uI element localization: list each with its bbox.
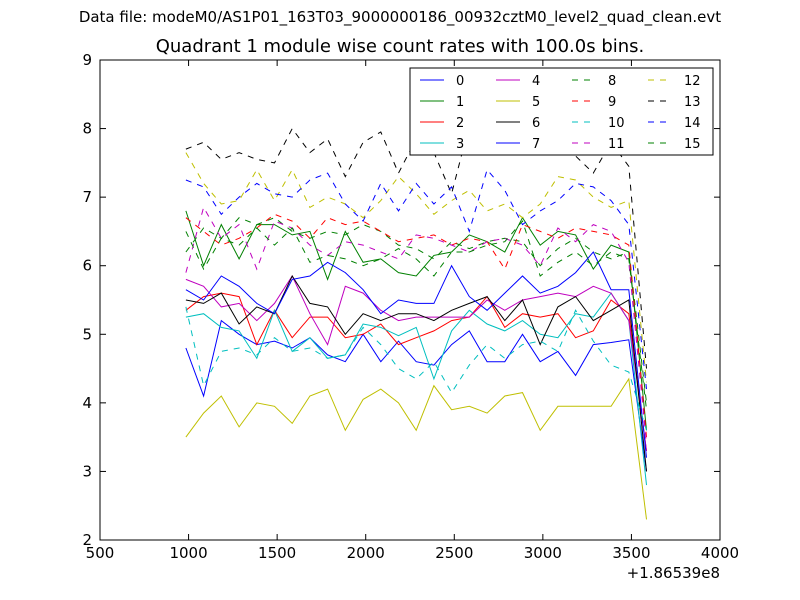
series-line-1 xyxy=(185,210,647,431)
y-tick-label: 7 xyxy=(82,188,92,206)
x-tick-label: 4000 xyxy=(701,544,739,562)
x-tick-label: 500 xyxy=(86,544,115,562)
chart-title: Quadrant 1 module wise count rates with … xyxy=(155,36,645,57)
legend-label-10: 10 xyxy=(608,116,625,131)
series-line-5 xyxy=(185,377,647,520)
legend-label-13: 13 xyxy=(684,95,701,110)
series-line-9 xyxy=(185,213,647,438)
legend-label-8: 8 xyxy=(608,74,616,89)
legend-label-15: 15 xyxy=(684,137,701,152)
legend-label-7: 7 xyxy=(532,137,540,152)
x-tick-label: 3000 xyxy=(524,544,562,562)
series-line-6 xyxy=(185,274,647,472)
legend-label-9: 9 xyxy=(608,95,616,110)
series-line-7 xyxy=(185,251,647,458)
y-tick-label: 8 xyxy=(82,120,92,138)
figure-suptitle: Data file: modeM0/AS1P01_163T03_90000001… xyxy=(78,8,722,26)
x-tick-label: 2000 xyxy=(347,544,385,562)
series-line-14 xyxy=(185,168,647,390)
series-line-8 xyxy=(185,217,647,403)
series-line-11 xyxy=(185,206,647,445)
legend-label-11: 11 xyxy=(608,137,625,152)
legend-label-14: 14 xyxy=(684,116,701,131)
series-line-13 xyxy=(185,123,647,369)
series-line-12 xyxy=(185,152,647,383)
x-tick-label: 1000 xyxy=(169,544,207,562)
y-tick-label: 5 xyxy=(82,325,92,343)
series-line-3 xyxy=(185,292,647,486)
legend-label-1: 1 xyxy=(456,95,464,110)
legend-label-12: 12 xyxy=(684,74,701,89)
y-tick-label: 6 xyxy=(82,257,92,275)
series-line-15 xyxy=(185,220,647,410)
legend-label-2: 2 xyxy=(456,116,464,131)
legend-label-5: 5 xyxy=(532,95,540,110)
legend-box xyxy=(409,67,714,156)
legend-label-0: 0 xyxy=(456,74,464,89)
legend-label-3: 3 xyxy=(456,137,464,152)
y-tick-label: 4 xyxy=(82,394,92,412)
x-tick-label: 3500 xyxy=(612,544,650,562)
legend-label-6: 6 xyxy=(532,116,540,131)
series-line-4 xyxy=(185,274,647,451)
series-line-2 xyxy=(185,292,647,451)
x-tick-label: 2500 xyxy=(435,544,473,562)
x-axis: 500 1000 1500 2000 2500 3000 3500 4000 xyxy=(86,60,739,562)
y-tick-label: 3 xyxy=(82,462,92,480)
series-line-10 xyxy=(185,306,647,431)
y-tick-label: 2 xyxy=(82,531,92,549)
x-tick-label: 1500 xyxy=(258,544,296,562)
y-tick-label: 9 xyxy=(82,51,92,69)
x-axis-offset-label: +1.86539e8 xyxy=(627,564,720,582)
plot-frame xyxy=(99,59,721,541)
y-axis: 2 3 4 5 6 7 8 9 xyxy=(82,51,720,549)
legend-label-4: 4 xyxy=(532,74,540,89)
series-layer xyxy=(185,123,647,520)
series-line-0 xyxy=(185,319,647,472)
